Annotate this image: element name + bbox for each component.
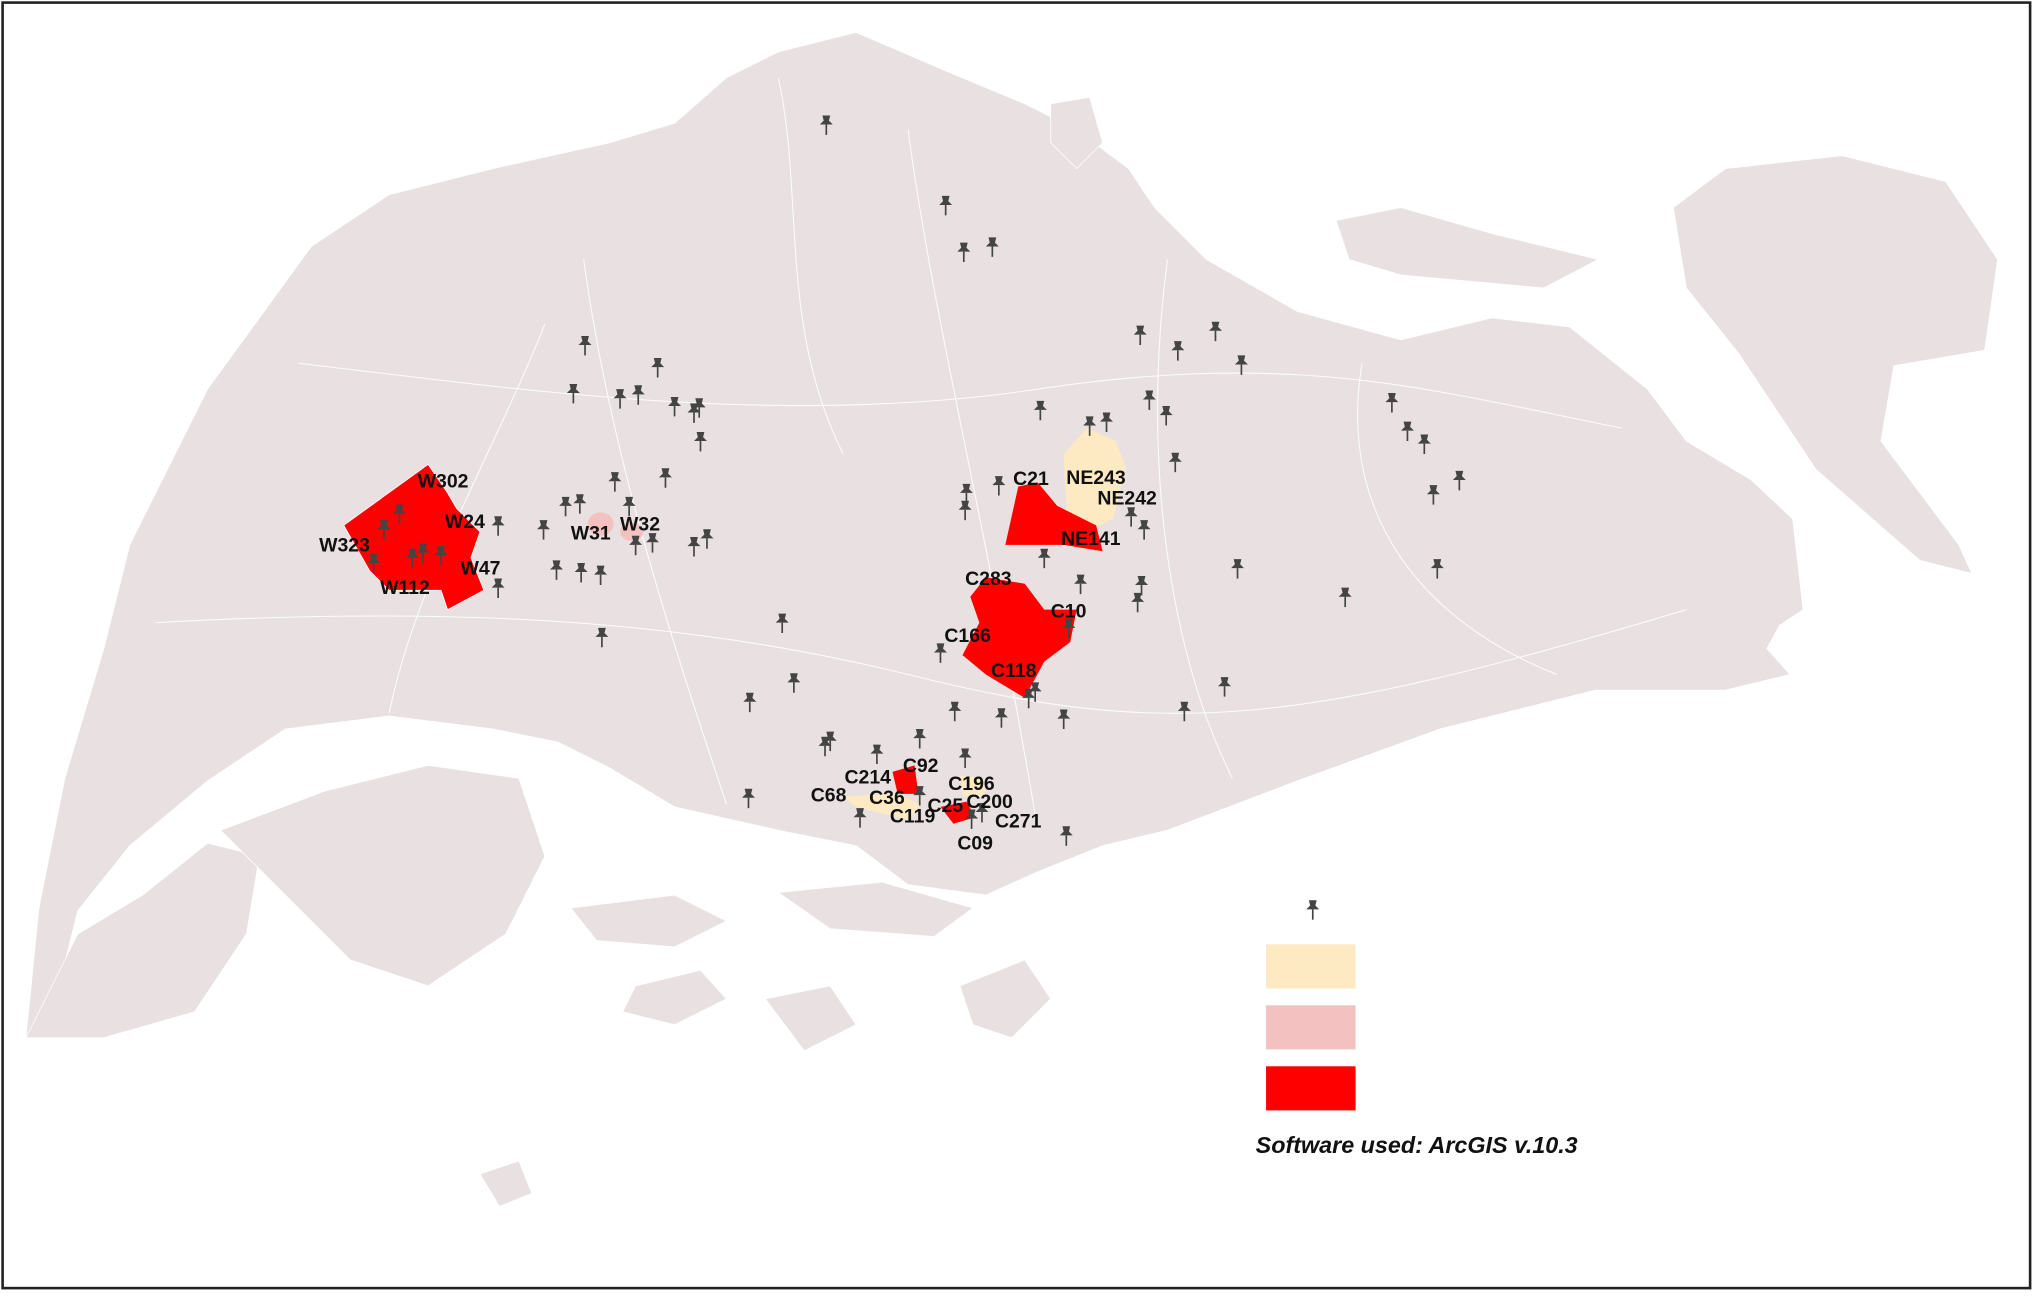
hotspot-99 [343,463,485,611]
region-label: W302 [418,471,469,493]
region-label: W32 [620,514,660,536]
region-label: C21 [1013,468,1049,490]
region-label: W112 [380,577,430,599]
hotspot-90 [1063,428,1126,532]
legend-swatch [1266,1066,1356,1111]
region-label: C25 [927,795,963,817]
hotspot-99 [1005,482,1103,552]
region-label: C10 [1051,600,1087,622]
region-label: W31 [571,523,611,545]
region-label: C196 [948,773,995,795]
region-label: C118 [991,660,1037,682]
hotspot-90 [843,793,922,820]
region-label: W323 [319,534,370,556]
region-label: C36 [869,787,905,809]
region-label: C119 [890,805,936,827]
land [25,32,1999,1207]
footnote: Software used: ArcGIS v.10.3 [1256,1132,1578,1158]
hotspots [343,428,1126,824]
region-label: C92 [903,755,939,777]
region-label: C214 [844,767,891,789]
hotspot-99 [962,577,1077,698]
region-label: C09 [957,833,993,855]
region-label: NE242 [1097,488,1157,510]
hotspot-95 [587,512,614,536]
region-label: C271 [995,811,1042,833]
region-label: W47 [461,558,501,580]
legend: Software used: ArcGIS v.10.3 [1256,899,1578,1158]
region-label: C283 [965,568,1012,590]
legend-swatch [1266,1005,1356,1050]
region-label: W24 [445,511,485,533]
region-label: C166 [944,625,991,647]
region-label: NE243 [1066,467,1126,489]
hotspot-90 [959,775,986,797]
region-label: C200 [966,791,1013,813]
legend-swatch [1266,944,1356,989]
hotspot-99 [892,765,919,794]
region-label: C68 [811,785,847,807]
region-label: NE141 [1061,528,1121,550]
